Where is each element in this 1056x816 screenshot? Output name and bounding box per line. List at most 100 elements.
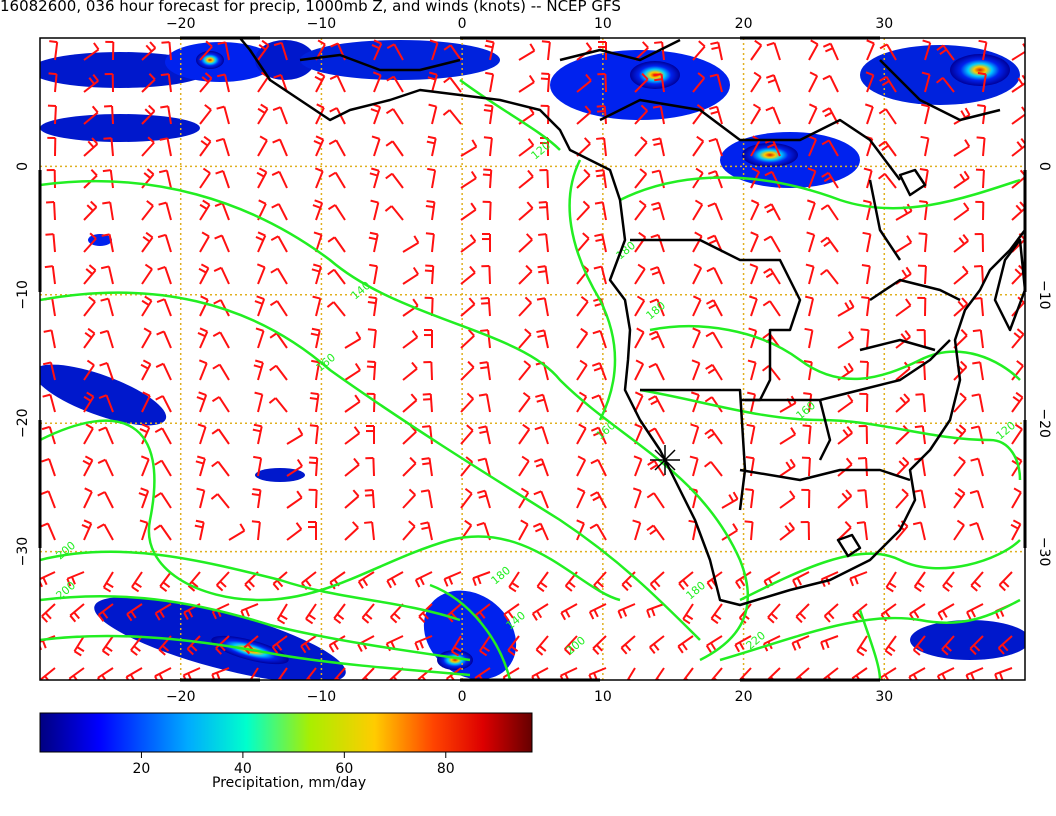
wind-barb [254, 295, 266, 317]
wind-barb [141, 73, 156, 93]
wind-barb [460, 392, 475, 413]
wind-barb [213, 299, 230, 317]
wind-barb [857, 489, 868, 509]
wind-barb [361, 667, 375, 680]
wind-barb [268, 397, 288, 413]
wind-barb [402, 393, 418, 413]
map-title: 16082600, 036 hour forecast for precip, … [0, 0, 621, 15]
wind-barb [252, 423, 263, 445]
wind-barb [96, 523, 114, 541]
wind-barb [994, 667, 1013, 680]
wind-barb [692, 295, 702, 317]
wind-barb [690, 391, 700, 413]
wind-barb [255, 327, 265, 349]
wind-barb [953, 392, 967, 413]
wind-barb [808, 135, 817, 157]
colorbar-tick-label: 20 [133, 761, 151, 777]
wind-barb [42, 361, 56, 381]
wind-barb [105, 40, 115, 61]
wind-barb [312, 295, 322, 317]
wind-barb [837, 299, 855, 317]
wind-barb [879, 43, 897, 61]
contour-line [40, 634, 471, 677]
wind-barb [102, 169, 114, 189]
wind-barb [102, 571, 114, 593]
wind-barb [708, 137, 723, 157]
wind-barb [820, 236, 839, 253]
wind-barb [864, 103, 874, 125]
wind-barb [443, 44, 462, 61]
wind-barb [803, 359, 813, 381]
wind-barb [97, 458, 114, 477]
wind-barb [531, 603, 549, 621]
wind-barb [271, 203, 288, 221]
station-marker [650, 445, 680, 475]
wind-barb [141, 391, 151, 413]
wind-barb [1011, 137, 1025, 157]
lon-tick-label-bottom: −10 [307, 689, 337, 705]
wind-barb [308, 521, 317, 540]
height-contours [40, 78, 1022, 680]
wind-barb [507, 635, 520, 656]
wind-barb [576, 455, 587, 477]
wind-barb [576, 105, 592, 125]
wind-barb [560, 603, 578, 621]
wind-barb [706, 299, 723, 317]
wind-barb [160, 105, 172, 125]
wind-barb [271, 170, 288, 189]
wind-barb [141, 295, 153, 317]
wind-barb [536, 297, 549, 317]
wind-barb [801, 488, 811, 509]
precip-area [950, 54, 1010, 86]
wind-barb [215, 170, 230, 189]
wind-barb [820, 635, 839, 651]
wind-barb [198, 263, 210, 285]
wind-barb [272, 106, 288, 125]
wind-barb [747, 359, 757, 381]
wind-barb [652, 137, 665, 157]
wind-barb [43, 329, 56, 349]
wind-barb [44, 265, 56, 285]
lon-tick-label-top: 30 [875, 16, 893, 32]
wind-barb [286, 427, 304, 445]
wind-barb [750, 71, 762, 93]
wind-barb [576, 423, 587, 445]
wind-barb [866, 39, 875, 61]
wind-barb [862, 231, 872, 253]
wind-barb [300, 635, 317, 654]
wind-barb [518, 360, 532, 381]
wind-barb [344, 457, 360, 477]
wind-barb [344, 489, 360, 509]
wind-barb [576, 200, 591, 221]
wind-barb [99, 362, 114, 381]
contour-line [40, 179, 750, 662]
wind-barb [477, 489, 491, 509]
wind-barb [157, 266, 172, 285]
wind-barb [596, 137, 607, 157]
wind-barb [139, 423, 151, 445]
wind-barb [368, 231, 379, 253]
wind-barb [634, 104, 649, 125]
wind-barb [692, 199, 704, 221]
wind-barb [885, 571, 897, 593]
wind-barb [779, 521, 795, 541]
wind-barb [328, 635, 346, 653]
wind-barb [286, 490, 303, 509]
wind-barb [518, 296, 533, 317]
wind-barb [251, 520, 261, 541]
wind-barb [215, 571, 230, 592]
wind-barb [503, 603, 520, 622]
wind-barb [104, 105, 114, 125]
wind-barb [916, 329, 926, 349]
wind-barb [83, 296, 96, 317]
wind-barb [974, 233, 984, 253]
wind-barb [83, 232, 97, 253]
wind-barb [315, 103, 325, 125]
contour-line [40, 291, 701, 641]
wind-barb [749, 263, 759, 285]
lat-tick-label-left: 0 [15, 162, 31, 171]
lon-tick-label-top: 0 [458, 16, 467, 32]
wind-barb [477, 457, 491, 477]
wind-barb [478, 393, 491, 413]
wind-barb [425, 232, 435, 253]
